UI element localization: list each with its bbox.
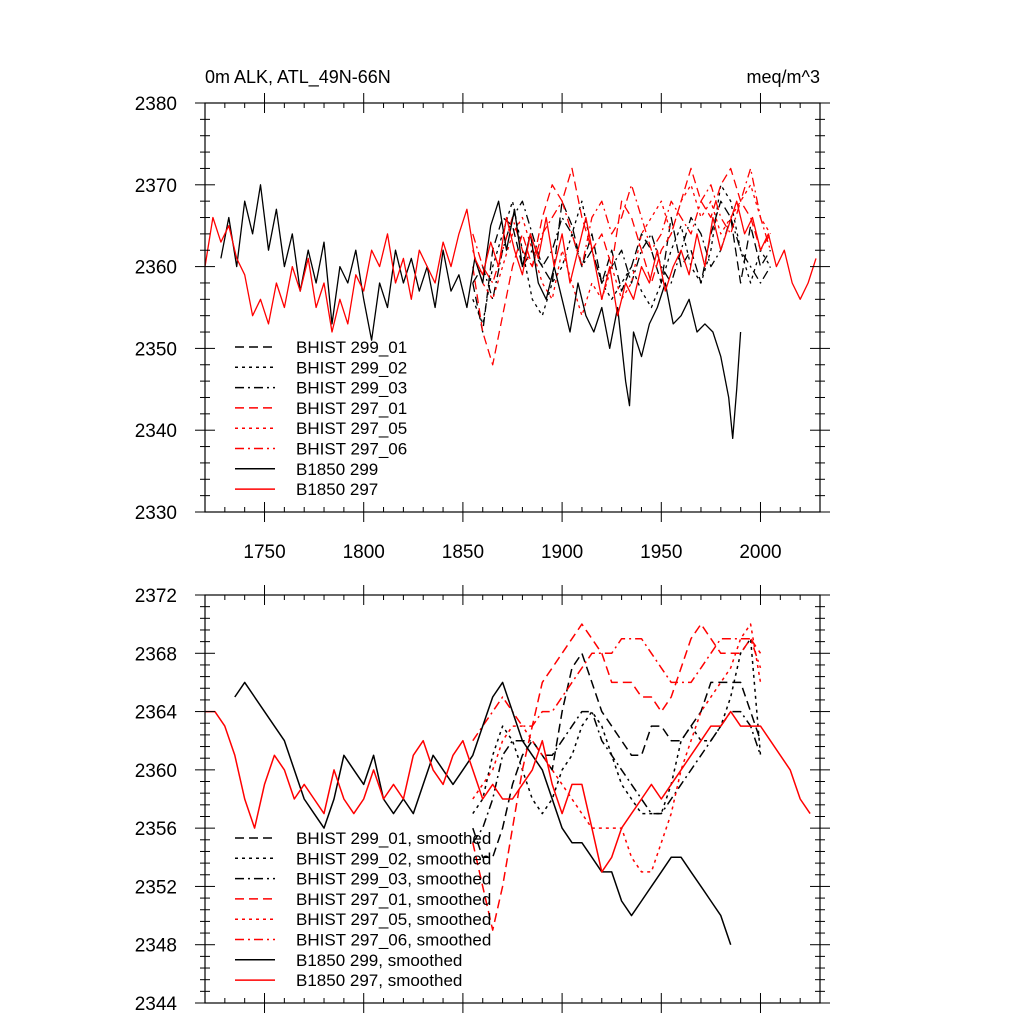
y-tick-label: 2340 [135, 421, 177, 442]
legend-label: B1850 299 [296, 460, 378, 479]
legend-label: BHIST 297_01 [296, 399, 407, 418]
x-tick-label: 1750 [243, 542, 285, 563]
y-tick-label: 2380 [135, 94, 177, 115]
series-group [205, 167, 817, 440]
plot-frame [204, 594, 821, 1004]
x-tick-label: 1900 [541, 542, 583, 563]
plot-frame [204, 102, 821, 513]
legend-label: BHIST 299_03, smoothed [296, 870, 491, 889]
x-tick-label: 1800 [343, 542, 385, 563]
series-line-3 [472, 710, 762, 844]
chart-units: meq/m^3 [747, 67, 820, 87]
legend-label: B1850 297 [296, 480, 378, 499]
y-tick-label: 2344 [135, 994, 178, 1015]
series-line-8 [205, 710, 811, 873]
legend-label: B1850 299, smoothed [296, 951, 462, 970]
series-line-6 [472, 167, 772, 284]
y-tick-label: 2360 [135, 761, 177, 782]
series-group [205, 623, 811, 945]
series-line-7 [234, 681, 732, 945]
y-tick-label: 2330 [135, 503, 177, 524]
y-tick-label: 2372 [135, 586, 177, 607]
series-line-6 [472, 637, 762, 742]
series-line-5 [472, 623, 762, 873]
chart-panel-2: 2344 2348 2352 2356 2360 2364 2368 2372 BHIST 29… [135, 585, 830, 1015]
legend-label: BHIST 299_01, smoothed [296, 829, 491, 848]
series-line-1 [472, 200, 771, 333]
x-tick-label: 1950 [640, 542, 682, 563]
chart-title: 0m ALK, ATL_49N-66N [205, 67, 391, 88]
legend-label: BHIST 299_02, smoothed [296, 849, 491, 868]
legend-label: BHIST 297_06 [296, 440, 407, 459]
legend-label: BHIST 299_02 [296, 358, 407, 377]
y-tick-label: 2370 [135, 176, 177, 197]
chart-panel-1: 1750 1800 1850 1900 1950 2000 2330 2340 2350 2360… [135, 67, 830, 563]
legend-label: B1850 297, smoothed [296, 971, 462, 990]
legend-label: BHIST 297_05, smoothed [296, 910, 491, 929]
y-tick-label: 2360 [135, 258, 177, 279]
series-line-4 [472, 623, 762, 931]
legend-label: BHIST 297_06, smoothed [296, 931, 491, 950]
x-tick-label: 1850 [442, 542, 484, 563]
series-line-2 [472, 184, 771, 325]
y-tick-label: 2350 [135, 339, 177, 360]
series-line-1 [472, 652, 762, 859]
series-line-8 [205, 200, 817, 333]
series-line-7 [220, 184, 742, 440]
legend-label: BHIST 299_01 [296, 338, 407, 357]
legend-label: BHIST 297_05 [296, 419, 407, 438]
x-tick-label: 2000 [739, 542, 781, 563]
y-tick-label: 2364 [135, 703, 178, 724]
y-tick-label: 2348 [135, 936, 177, 957]
y-tick-label: 2368 [135, 644, 177, 665]
series-line-4 [472, 167, 771, 366]
y-tick-label: 2352 [135, 877, 177, 898]
series-line-5 [472, 184, 771, 317]
legend-label: BHIST 299_03 [296, 379, 407, 398]
y-tick-label: 2356 [135, 819, 177, 840]
legend-label: BHIST 297_01, smoothed [296, 890, 491, 909]
